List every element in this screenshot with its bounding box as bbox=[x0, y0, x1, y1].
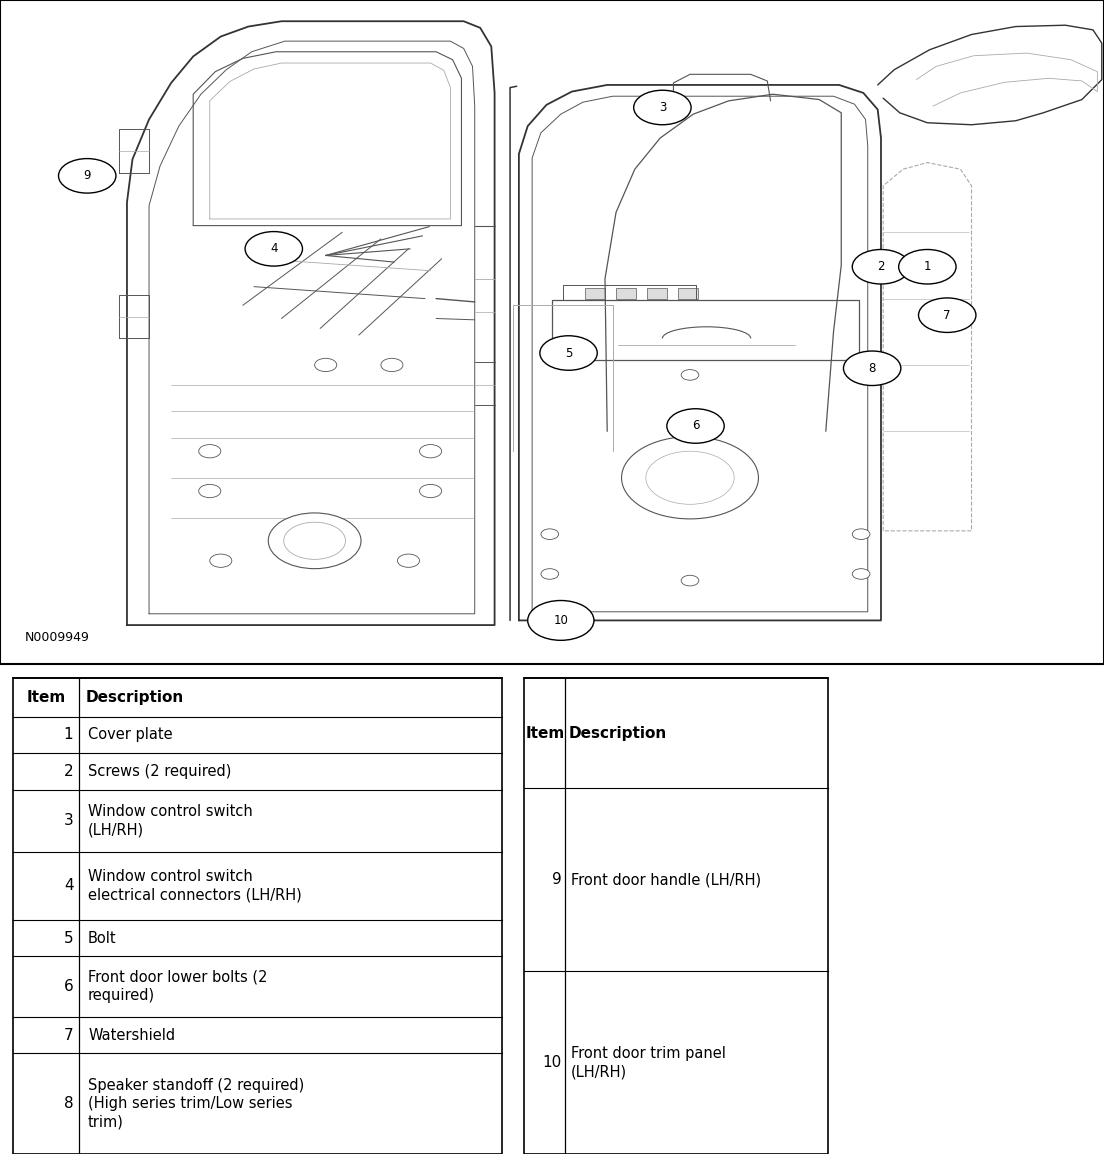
Text: 10: 10 bbox=[553, 614, 569, 627]
Text: 3: 3 bbox=[64, 814, 73, 829]
Text: N0009949: N0009949 bbox=[24, 630, 89, 644]
Text: 10: 10 bbox=[542, 1055, 562, 1070]
Circle shape bbox=[540, 336, 597, 370]
Circle shape bbox=[852, 569, 870, 579]
Text: Bolt: Bolt bbox=[88, 930, 117, 945]
Circle shape bbox=[210, 554, 232, 568]
Text: Description: Description bbox=[85, 690, 183, 705]
Circle shape bbox=[634, 90, 691, 125]
Text: 4: 4 bbox=[270, 242, 277, 255]
Circle shape bbox=[681, 576, 699, 586]
Bar bbox=[585, 288, 605, 299]
Text: Item: Item bbox=[526, 726, 564, 741]
Circle shape bbox=[199, 485, 221, 497]
Bar bbox=[678, 288, 698, 299]
Text: Front door handle (LH/RH): Front door handle (LH/RH) bbox=[571, 872, 761, 887]
Text: Front door lower bolts (2
required): Front door lower bolts (2 required) bbox=[88, 969, 267, 1003]
Circle shape bbox=[381, 358, 403, 372]
Bar bbox=[524, 679, 828, 1154]
Bar bbox=[616, 288, 636, 299]
Circle shape bbox=[284, 523, 346, 560]
Bar bbox=[13, 679, 502, 1154]
Text: 9: 9 bbox=[84, 170, 91, 182]
Circle shape bbox=[852, 249, 910, 284]
Circle shape bbox=[245, 232, 302, 267]
Text: 3: 3 bbox=[659, 102, 666, 114]
Text: Window control switch
(LH/RH): Window control switch (LH/RH) bbox=[88, 804, 253, 838]
Circle shape bbox=[622, 436, 758, 519]
Circle shape bbox=[199, 444, 221, 458]
Circle shape bbox=[541, 529, 559, 539]
Text: 6: 6 bbox=[692, 420, 699, 433]
Text: 5: 5 bbox=[565, 346, 572, 360]
Text: 4: 4 bbox=[64, 878, 73, 893]
Circle shape bbox=[667, 409, 724, 443]
Text: Front door trim panel
(LH/RH): Front door trim panel (LH/RH) bbox=[571, 1046, 725, 1079]
Circle shape bbox=[843, 351, 901, 385]
Text: 1: 1 bbox=[924, 261, 931, 273]
Text: Watershield: Watershield bbox=[88, 1027, 176, 1042]
Text: Screws (2 required): Screws (2 required) bbox=[88, 764, 232, 779]
Text: 2: 2 bbox=[878, 261, 884, 273]
Circle shape bbox=[528, 600, 594, 640]
Circle shape bbox=[420, 444, 442, 458]
Text: 8: 8 bbox=[64, 1096, 73, 1111]
Circle shape bbox=[541, 569, 559, 579]
Text: 7: 7 bbox=[944, 308, 951, 322]
Text: 1: 1 bbox=[64, 727, 73, 742]
Text: 6: 6 bbox=[64, 979, 73, 994]
Circle shape bbox=[59, 158, 116, 193]
Text: 9: 9 bbox=[552, 872, 562, 887]
Text: 5: 5 bbox=[64, 930, 73, 945]
Text: Cover plate: Cover plate bbox=[88, 727, 172, 742]
Bar bbox=[647, 288, 667, 299]
Circle shape bbox=[852, 529, 870, 539]
Circle shape bbox=[681, 369, 699, 380]
Circle shape bbox=[646, 451, 734, 504]
Circle shape bbox=[397, 554, 420, 568]
Text: 7: 7 bbox=[64, 1027, 73, 1042]
Circle shape bbox=[899, 249, 956, 284]
Text: 2: 2 bbox=[64, 764, 73, 779]
Circle shape bbox=[268, 512, 361, 569]
Circle shape bbox=[315, 358, 337, 372]
Circle shape bbox=[919, 298, 976, 332]
Text: 8: 8 bbox=[869, 361, 875, 375]
Circle shape bbox=[420, 485, 442, 497]
Text: Description: Description bbox=[569, 726, 667, 741]
Text: Window control switch
electrical connectors (LH/RH): Window control switch electrical connect… bbox=[88, 869, 301, 902]
Text: Item: Item bbox=[26, 690, 66, 705]
Text: Speaker standoff (2 required)
(High series trim/Low series
trim): Speaker standoff (2 required) (High seri… bbox=[88, 1078, 305, 1130]
